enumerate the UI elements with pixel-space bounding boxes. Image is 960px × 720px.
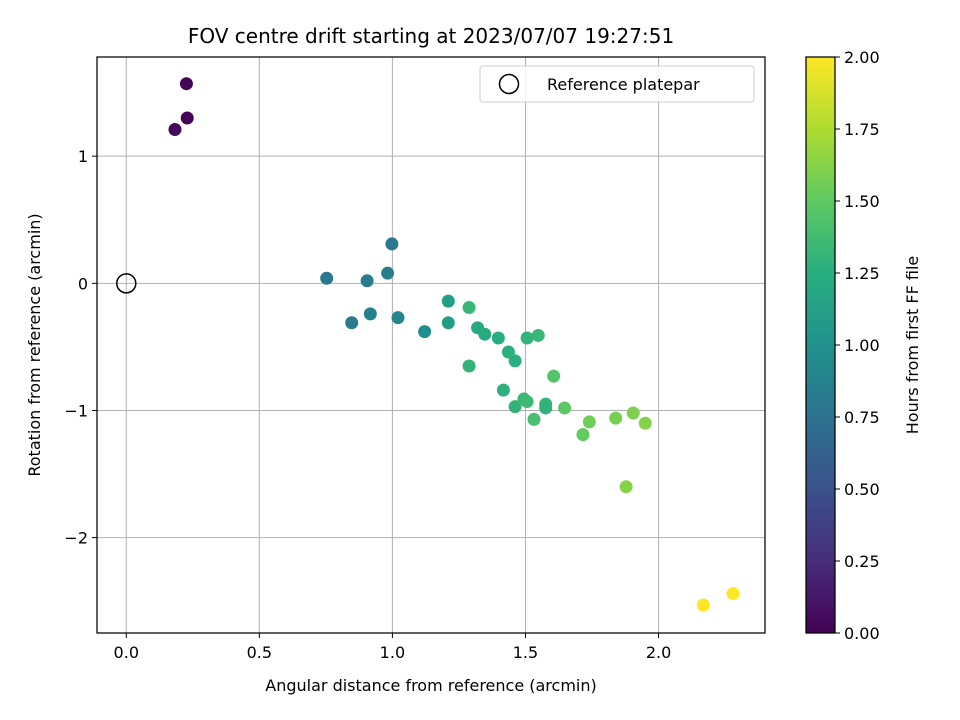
data-point: [609, 411, 623, 425]
legend-box: [479, 65, 755, 103]
colorbar-tick-label: 2.00: [844, 48, 880, 67]
data-point: [726, 587, 740, 601]
data-point: [501, 345, 515, 359]
colorbar-tick-label: 1.25: [844, 264, 880, 283]
data-point: [462, 300, 476, 314]
data-point: [508, 354, 522, 368]
data-point: [179, 77, 193, 91]
data-point: [582, 415, 596, 429]
y-tick-label: 0: [78, 274, 88, 293]
legend-label-reference: Reference platepar: [547, 75, 700, 94]
data-point: [638, 416, 652, 430]
x-tick-label: 0.5: [247, 643, 272, 662]
data-point: [527, 412, 541, 426]
colorbar-tick-label: 1.75: [844, 120, 880, 139]
data-point: [520, 331, 534, 345]
y-axis-ticks: −2 −1 0 1: [64, 147, 97, 548]
points-layer: [116, 77, 740, 612]
colorbar-tick-label: 0.00: [844, 624, 880, 643]
data-point: [360, 274, 374, 288]
grid: [97, 57, 765, 633]
data-point: [381, 266, 395, 280]
data-point: [441, 316, 455, 330]
data-point: [478, 327, 492, 341]
data-point: [385, 237, 399, 251]
data-point: [391, 311, 405, 325]
x-tick-label: 0.0: [114, 643, 139, 662]
x-tick-label: 1.5: [513, 643, 538, 662]
x-axis-ticks: 0.0 0.5 1.0 1.5 2.0: [114, 633, 671, 662]
data-point: [619, 480, 633, 494]
data-point: [491, 331, 505, 345]
data-point: [496, 383, 510, 397]
data-point: [345, 316, 359, 330]
data-point: [320, 271, 334, 285]
y-tick-label: −1: [64, 401, 88, 420]
y-axis-label: Rotation from reference (arcmin): [25, 213, 44, 476]
colorbar-tick-label: 0.75: [844, 408, 880, 427]
colorbar-tick-label: 0.50: [844, 480, 880, 499]
chart-title: FOV centre drift starting at 2023/07/07 …: [188, 24, 674, 48]
data-point: [547, 369, 561, 383]
data-point: [508, 400, 522, 414]
data-point: [441, 294, 455, 308]
y-tick-label: −2: [64, 529, 88, 548]
data-point: [626, 406, 640, 420]
colorbar-tick-label: 1.00: [844, 336, 880, 355]
data-point: [363, 307, 377, 321]
legend: Reference platepar: [479, 65, 755, 103]
colorbar-gradient: [806, 57, 835, 633]
data-point: [418, 325, 432, 339]
data-point: [168, 122, 182, 136]
colorbar: 0.00 0.25 0.50 0.75 1.00 1.25 1.50 1.75 2.00 Hou…: [805, 48, 922, 643]
x-axis-label: Angular distance from reference (arcmin): [265, 676, 596, 695]
legend-reference-marker: [498, 73, 520, 95]
colorbar-ticks: 0.00 0.25 0.50 0.75 1.00 1.25 1.50 1.75 2.00: [835, 48, 880, 643]
colorbar-label: Hours from first FF file: [903, 256, 922, 435]
data-point: [558, 401, 572, 415]
data-point: [462, 359, 476, 373]
data-point: [520, 395, 534, 409]
colorbar-tick-label: 0.25: [844, 552, 880, 571]
plot-frame: [96, 56, 766, 634]
data-point: [539, 401, 553, 415]
data-point: [576, 428, 590, 442]
x-tick-label: 2.0: [646, 643, 671, 662]
reference-platepar-marker: [116, 273, 137, 294]
data-point: [696, 598, 710, 612]
data-point: [180, 111, 194, 125]
data-point: [531, 328, 545, 342]
colorbar-tick-label: 1.50: [844, 192, 880, 211]
y-tick-label: 1: [78, 147, 88, 166]
x-tick-label: 1.0: [380, 643, 405, 662]
